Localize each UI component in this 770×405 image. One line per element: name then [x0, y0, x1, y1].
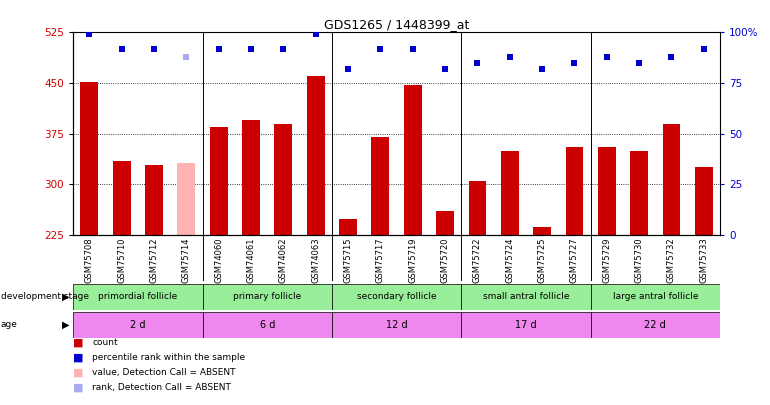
Bar: [177, 163, 196, 235]
Text: ■: ■: [73, 352, 84, 362]
Bar: [598, 147, 616, 235]
Bar: [461, 312, 591, 338]
Text: percentile rank within the sample: percentile rank within the sample: [92, 353, 246, 362]
Text: rank, Detection Call = ABSENT: rank, Detection Call = ABSENT: [92, 383, 231, 392]
Text: 6 d: 6 d: [259, 320, 275, 330]
Bar: [203, 312, 332, 338]
Text: ■: ■: [73, 337, 84, 347]
Text: primordial follicle: primordial follicle: [99, 292, 177, 301]
Text: development stage: development stage: [1, 292, 89, 301]
Bar: [80, 82, 99, 235]
Text: 17 d: 17 d: [515, 320, 537, 330]
Bar: [591, 312, 720, 338]
Title: GDS1265 / 1448399_at: GDS1265 / 1448399_at: [324, 18, 469, 31]
Bar: [403, 85, 422, 235]
Text: secondary follicle: secondary follicle: [357, 292, 437, 301]
Bar: [436, 211, 454, 235]
Bar: [209, 127, 228, 235]
Text: ■: ■: [73, 367, 84, 377]
Bar: [461, 284, 591, 310]
Bar: [306, 76, 325, 235]
Bar: [203, 284, 332, 310]
Text: GSM75715: GSM75715: [343, 237, 353, 283]
Text: GSM75720: GSM75720: [440, 237, 450, 283]
Text: value, Detection Call = ABSENT: value, Detection Call = ABSENT: [92, 368, 236, 377]
Text: GSM75717: GSM75717: [376, 237, 385, 283]
Text: 2 d: 2 d: [130, 320, 146, 330]
Bar: [371, 137, 390, 235]
Text: GSM75708: GSM75708: [85, 237, 94, 283]
Text: GSM74062: GSM74062: [279, 237, 288, 283]
Bar: [112, 161, 131, 235]
Text: GSM75719: GSM75719: [408, 237, 417, 283]
Bar: [274, 124, 293, 235]
Text: GSM75730: GSM75730: [634, 237, 644, 283]
Text: age: age: [1, 320, 18, 329]
Bar: [73, 312, 203, 338]
Text: GSM74061: GSM74061: [246, 237, 256, 283]
Text: GSM75725: GSM75725: [537, 237, 547, 283]
Text: GSM75733: GSM75733: [699, 237, 708, 283]
Text: 22 d: 22 d: [644, 320, 666, 330]
Bar: [662, 124, 681, 235]
Bar: [500, 151, 519, 235]
Bar: [332, 312, 461, 338]
Text: GSM75724: GSM75724: [505, 237, 514, 283]
Text: ▶: ▶: [62, 320, 69, 330]
Bar: [145, 165, 163, 235]
Text: GSM74060: GSM74060: [214, 237, 223, 283]
Text: count: count: [92, 338, 118, 347]
Text: GSM75712: GSM75712: [149, 237, 159, 283]
Text: ■: ■: [73, 382, 84, 392]
Bar: [468, 181, 487, 235]
Bar: [339, 220, 357, 235]
Text: GSM75727: GSM75727: [570, 237, 579, 283]
Bar: [533, 227, 551, 235]
Bar: [630, 151, 648, 235]
Bar: [332, 284, 461, 310]
Text: primary follicle: primary follicle: [233, 292, 301, 301]
Text: ▶: ▶: [62, 292, 69, 301]
Text: 12 d: 12 d: [386, 320, 407, 330]
Text: GSM75710: GSM75710: [117, 237, 126, 283]
Bar: [242, 120, 260, 235]
Text: small antral follicle: small antral follicle: [483, 292, 569, 301]
Text: GSM75729: GSM75729: [602, 237, 611, 283]
Bar: [695, 167, 713, 235]
Text: GSM75714: GSM75714: [182, 237, 191, 283]
Bar: [591, 284, 720, 310]
Text: large antral follicle: large antral follicle: [612, 292, 698, 301]
Bar: [73, 284, 203, 310]
Text: GSM74063: GSM74063: [311, 237, 320, 283]
Bar: [565, 147, 584, 235]
Text: GSM75722: GSM75722: [473, 237, 482, 283]
Text: GSM75732: GSM75732: [667, 237, 676, 283]
